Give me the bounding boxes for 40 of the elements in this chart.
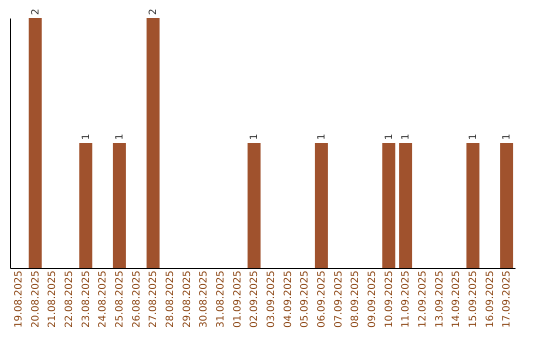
x-tick-label: 14.09.2025 [451,270,462,328]
x-tick-label: 13.09.2025 [434,270,446,328]
data-label: 1 [249,134,260,140]
x-tick-label: 12.09.2025 [417,270,428,328]
x-tick-label: 17.09.2025 [502,270,513,328]
data-label: 1 [384,134,395,140]
data-label: 1 [316,134,328,140]
data-label: 1 [80,134,92,140]
x-tick-label: 19.08.2025 [13,270,24,328]
x-tick-label: 22.08.2025 [64,270,75,328]
x-tick-label: 31.08.2025 [215,270,226,328]
x-tick-label: 04.09.2025 [282,270,294,328]
x-tick-label: 10.09.2025 [384,270,395,328]
data-label: 1 [400,134,412,140]
x-tick-label: 16.09.2025 [484,270,496,328]
x-tick-label: 15.09.2025 [468,270,479,328]
x-tick-label: 05.09.2025 [300,270,311,328]
x-tick-label: 08.09.2025 [350,270,362,328]
x-tick-label: 26.08.2025 [131,270,142,328]
data-label: 2 [148,8,160,15]
x-tick-label: 03.09.2025 [266,270,277,328]
x-tick-label: 27.08.2025 [148,270,160,328]
x-tick-label: 30.08.2025 [198,270,210,328]
x-tick-label: 29.08.2025 [182,270,193,328]
x-tick-label: 21.08.2025 [47,270,58,328]
x-tick-label: 06.09.2025 [316,270,328,328]
data-label: 1 [502,134,513,140]
x-tick-label: 11.09.2025 [400,270,412,328]
x-tick-label: 28.08.2025 [164,270,176,328]
x-tick-label: 25.08.2025 [114,270,126,328]
x-tick-label: 24.08.2025 [98,270,109,328]
data-label: 1 [114,134,126,140]
x-tick-label: 01.09.2025 [232,270,244,328]
x-tick-label: 23.08.2025 [80,270,92,328]
data-label: 2 [30,8,42,15]
data-label: 1 [468,134,479,140]
x-tick-label: 09.09.2025 [366,270,378,328]
x-tick-label: 20.08.2025 [30,270,42,328]
x-tick-label: 07.09.2025 [333,270,344,328]
x-tick-label: 02.09.2025 [249,270,260,328]
